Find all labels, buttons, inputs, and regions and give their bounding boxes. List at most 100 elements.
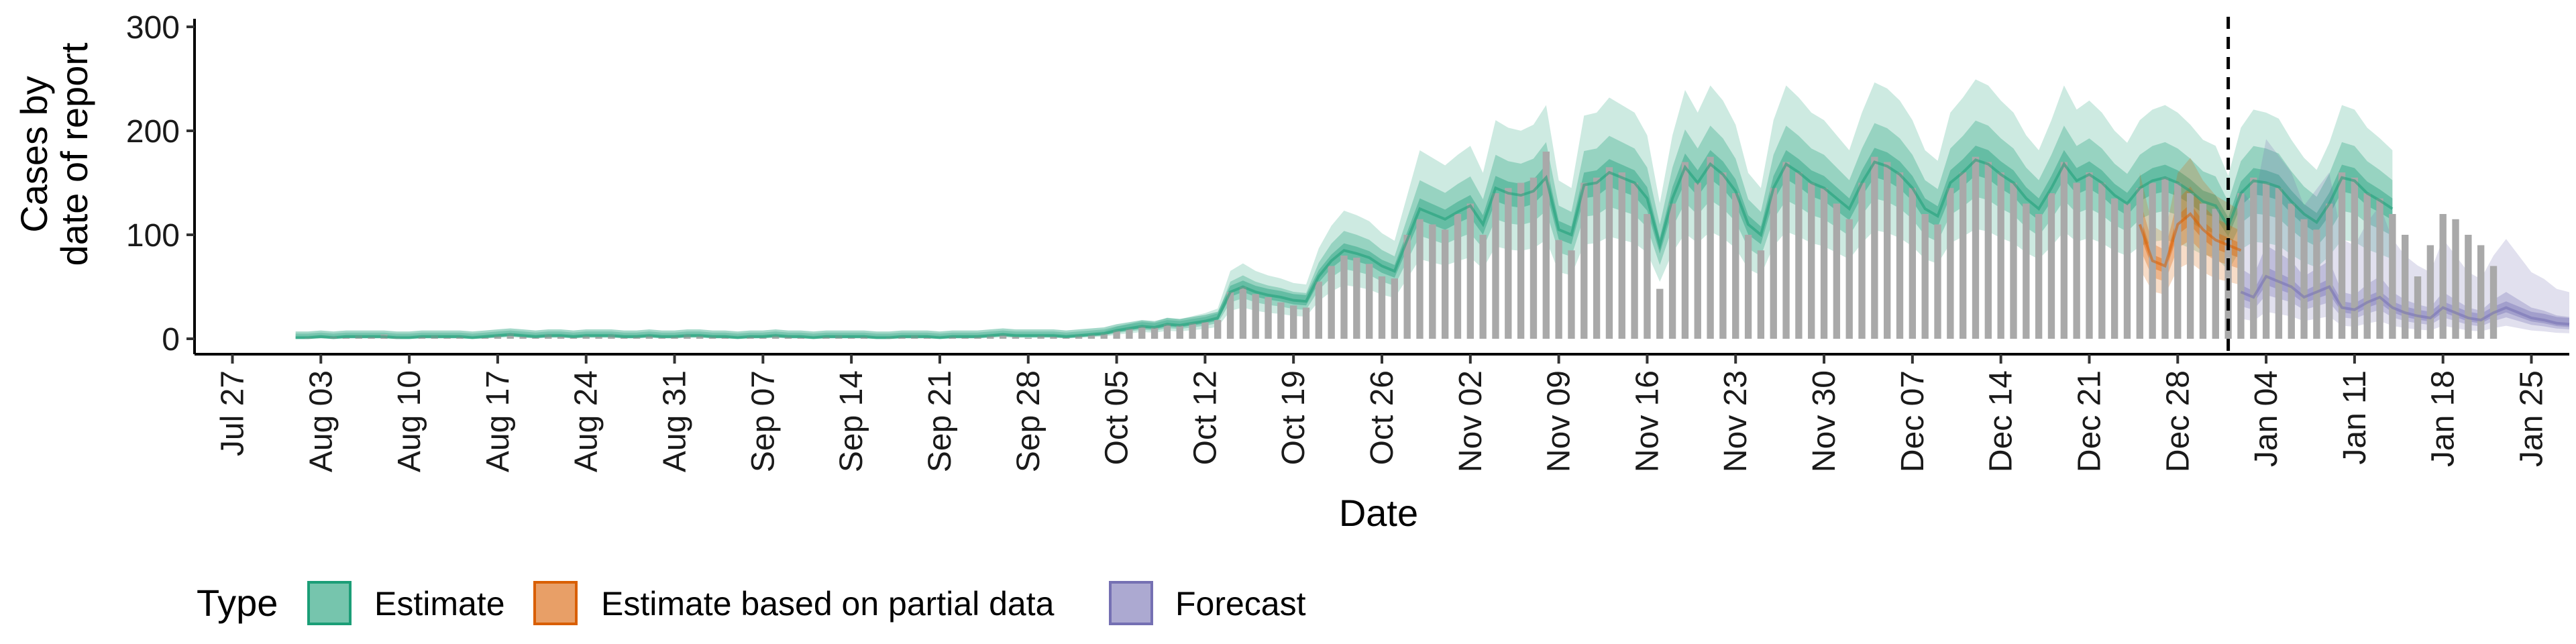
x-tick-label: Nov 09 (1542, 370, 1577, 472)
observed-case-bar (1884, 162, 1891, 339)
observed-case-bar (2174, 182, 2182, 339)
y-tick-label: 200 (126, 114, 180, 150)
observed-case-bar (1896, 172, 1904, 339)
band-inner-forecast (2241, 267, 2569, 327)
observed-case-bar (1580, 182, 1588, 339)
observed-case-bar (443, 337, 451, 339)
observed-case-bar (1353, 258, 1360, 339)
observed-case-bar (595, 336, 602, 339)
band-middle-estimate (295, 120, 2393, 339)
observed-case-bar (1087, 334, 1095, 339)
observed-case-bar (2047, 193, 2055, 339)
observed-case-bar (961, 337, 969, 339)
observed-case-bar (759, 337, 767, 339)
observed-case-bar (1681, 162, 1689, 339)
observed-case-bar (1378, 276, 1386, 339)
x-tick-label: Oct 05 (1099, 370, 1135, 465)
observed-case-bar (1429, 224, 1436, 339)
observed-case-bar (1340, 256, 1348, 339)
observed-case-bar (2262, 182, 2270, 339)
observed-case-bar (1808, 182, 1815, 339)
observed-case-bar (1618, 172, 1625, 339)
legend-label-partial: Estimate based on partial data (601, 585, 1055, 623)
observed-case-bar (1757, 250, 1765, 339)
observed-case-bar (2275, 188, 2283, 339)
observed-case-bar (1972, 156, 1980, 339)
observed-case-bar (1656, 288, 1664, 339)
x-tick-label: Aug 10 (392, 370, 427, 472)
observed-case-bar (999, 334, 1007, 339)
observed-case-bar (2288, 203, 2295, 339)
observed-case-bar (2363, 193, 2371, 339)
observed-case-bar (2199, 203, 2207, 339)
legend-label-estimate: Estimate (374, 585, 505, 623)
observed-case-bar (342, 337, 350, 339)
observed-case-bar (1466, 203, 1474, 339)
x-tick-label: Nov 16 (1629, 370, 1665, 472)
band-outer-forecast (2241, 139, 2569, 333)
observed-case-bar (1075, 335, 1083, 339)
observed-case-bar (1037, 335, 1044, 339)
observed-case-bar (1239, 286, 1247, 339)
observed-case-bar (1984, 162, 1992, 339)
observed-case-bar (1593, 177, 1601, 339)
observed-case-bar (1290, 305, 1297, 339)
x-tick-label: Oct 12 (1187, 370, 1223, 465)
observed-case-bar (1782, 162, 1790, 339)
x-tick-label: Sep 28 (1011, 370, 1046, 472)
observed-case-bar (1858, 182, 1866, 339)
observed-case-bar (771, 335, 780, 339)
x-tick-label: Dec 28 (2160, 370, 2196, 472)
observed-case-bar (2250, 177, 2257, 339)
observed-case-bar (1403, 235, 1411, 339)
observed-case-bar (2212, 209, 2219, 339)
observed-case-bar (1631, 182, 1638, 339)
observed-case-bar (2136, 188, 2143, 339)
x-tick-label: Oct 19 (1276, 370, 1311, 465)
x-tick-label: Nov 30 (1807, 370, 1842, 472)
observed-case-bar (1707, 156, 1714, 339)
observed-case-bar (506, 333, 514, 339)
x-tick-label: Aug 03 (303, 370, 339, 472)
x-tick-label: Dec 14 (1984, 370, 2019, 472)
x-tick-label: Aug 17 (480, 370, 516, 472)
observed-case-bar (1770, 188, 1777, 339)
observed-case-bar (1871, 156, 1878, 339)
observed-case-bar (696, 335, 704, 339)
observed-case-bar (1479, 235, 1487, 339)
observed-case-bar (1100, 333, 1108, 339)
x-tick-label: Aug 31 (657, 370, 693, 472)
legend-swatch-estimate (307, 581, 352, 625)
band-outer-estimate (295, 79, 2393, 339)
observed-case-bar (721, 337, 729, 339)
observed-case-bar (2023, 203, 2030, 339)
x-tick-label: Sep 14 (834, 370, 869, 472)
observed-case-bar (2010, 182, 2017, 339)
observed-case-bar (1694, 182, 1701, 339)
observed-case-bar (1441, 229, 1449, 339)
observed-case-bar (1012, 336, 1020, 339)
observed-case-bar (2110, 198, 2118, 339)
observed-case-bar (1505, 188, 1512, 339)
observed-case-bar (519, 336, 527, 339)
observed-case-bar (1732, 193, 1739, 339)
observed-case-bar (2035, 214, 2043, 339)
observed-case-bar (582, 335, 590, 339)
observed-case-bar (1644, 214, 1651, 339)
legend-swatch-forecast (1109, 581, 1153, 625)
observed-case-bar (2452, 219, 2459, 339)
y-tick-label: 100 (126, 218, 180, 254)
median-forecast (2240, 274, 2570, 326)
x-tick-label: Dec 07 (1895, 370, 1931, 472)
observed-case-bar (1492, 193, 1499, 339)
median-estimate-based-on-partial-data (2138, 212, 2242, 268)
observed-case-bar (1126, 328, 1133, 339)
median-estimate (295, 158, 2394, 339)
observed-case-bar (2489, 266, 2498, 339)
observed-case-bar (2161, 177, 2169, 339)
x-tick-label: Dec 21 (2072, 370, 2107, 472)
x-tick-label: Oct 26 (1364, 370, 1400, 465)
observed-case-bar (1605, 167, 1613, 339)
observed-case-bar (1315, 281, 1323, 339)
